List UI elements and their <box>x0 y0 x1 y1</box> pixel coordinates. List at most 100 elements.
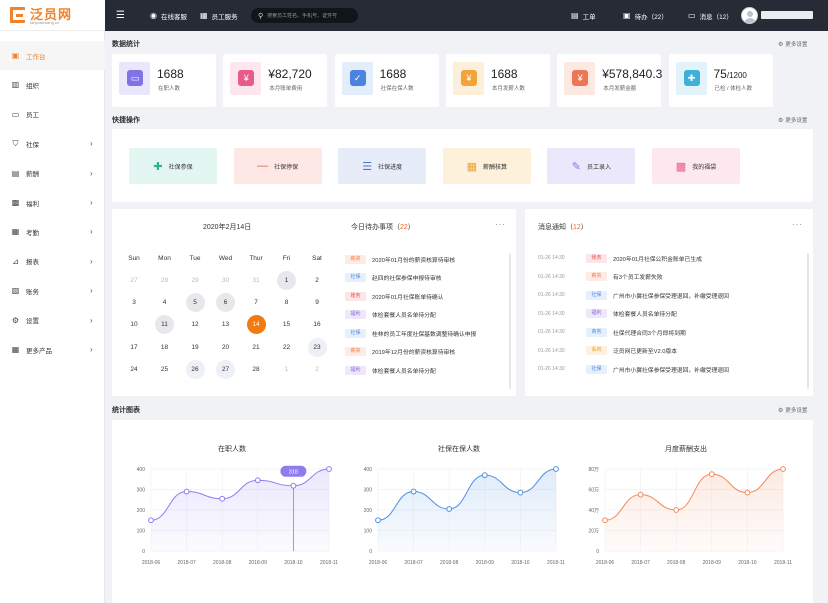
todo-item[interactable]: 福利 体检套餐人员名单待分配 <box>345 364 436 376</box>
calendar-day[interactable]: 23 <box>307 337 327 357</box>
calendar-day[interactable]: 12 <box>191 321 199 329</box>
stat-card[interactable]: ✚ 75/1200 已检 / 体检人数 <box>668 54 773 107</box>
sidebar-item-10[interactable]: ▦ 更多产品 › <box>0 335 105 364</box>
calendar-day[interactable]: 29 <box>191 276 199 284</box>
calendar-day[interactable]: 7 <box>254 298 258 306</box>
todo-item[interactable]: 社保 桂林的员工年度社保基数调整待确认申报 <box>345 327 476 339</box>
calendar-day[interactable]: 11 <box>155 315 174 335</box>
calendar-day[interactable]: 28 <box>252 366 260 374</box>
todo-item[interactable]: 社保 赵四的社保参保申报待审核 <box>345 272 442 284</box>
calendar-day[interactable]: 5 <box>185 292 205 312</box>
sidebar-item-0[interactable]: ▣ 工作台 <box>0 41 105 70</box>
message-tag: 商务 <box>586 327 607 337</box>
message-item[interactable]: 01-26 14:30 社保 广州市小翼社保参保受理退回，补缴受理退回 <box>538 363 729 375</box>
quick-action-button[interactable]: ✎ 员工录入 <box>547 148 636 184</box>
calendar-day[interactable]: 13 <box>221 321 230 329</box>
sidebar-item-3[interactable]: ⛉ 社保 › <box>0 129 105 158</box>
calendar-day[interactable]: 9 <box>315 298 319 306</box>
hamburger-icon: ☰ <box>116 10 125 21</box>
calendar-day[interactable]: 27 <box>216 360 235 380</box>
message-item[interactable]: 01-26 14:30 商务 社保代理合同3个月即将到期 <box>538 326 686 338</box>
sidebar-item-6[interactable]: ▦ 考勤 › <box>0 217 105 246</box>
tickets-button[interactable]: ▤ 工单 <box>571 0 596 31</box>
sidebar-item-1[interactable]: ▥ 组织 <box>0 70 105 99</box>
stat-card[interactable]: ¥1688 本月发薪人数 <box>445 54 550 107</box>
sidebar-item-8[interactable]: ▧ 账务 › <box>0 276 105 305</box>
employee-service-button[interactable]: ▦ 员工服务 <box>200 0 238 31</box>
calendar-day[interactable]: 20 <box>221 343 230 351</box>
sidebar-item-4[interactable]: ▤ 薪酬 › <box>0 159 105 188</box>
stat-card[interactable]: ✓ 1688 社保在保人数 <box>334 54 439 107</box>
todo-item[interactable]: 薪资 2020年01月份的薪资核算待审核 <box>345 253 455 265</box>
quick-action-button[interactable]: — 社保停保 <box>233 148 322 184</box>
user-name-placeholder[interactable] <box>761 11 813 19</box>
logo[interactable]: 泛员网 fanyuanwang.cn <box>0 0 105 31</box>
stat-card[interactable]: ¥ ¥82,720 本月账单费用 <box>223 54 328 107</box>
sidebar-item-9[interactable]: ⚙ 设置 › <box>0 306 105 335</box>
message-item[interactable]: 01-26 14:30 社保 广州市小翼社保参保受理退回，补缴受理退回 <box>538 289 729 301</box>
todo-scrollbar[interactable] <box>509 253 511 389</box>
online-service-button[interactable]: ◉ 在线客服 <box>150 0 187 31</box>
calendar-day[interactable]: 2 <box>315 366 319 374</box>
calendar-day[interactable]: 10 <box>130 321 138 329</box>
calendar-day[interactable]: 1 <box>277 270 296 290</box>
message-time: 01-26 14:30 <box>538 292 565 298</box>
quick-action-button[interactable]: ▩ 我的福袋 <box>652 148 740 184</box>
calendar-day[interactable]: 19 <box>191 343 199 351</box>
y-tick-label: 200 <box>364 508 373 514</box>
calendar-day[interactable]: 21 <box>252 343 260 351</box>
quick-action-button[interactable]: ☰ 社保进度 <box>338 148 427 184</box>
stat-card[interactable]: ¥ ¥578,840.3 本月发薪金额 <box>557 54 662 107</box>
todo-item[interactable]: 账务 2020年01月社保账单待确认 <box>345 290 444 302</box>
calendar-day[interactable]: 2 <box>315 276 319 284</box>
stat-card[interactable]: ▭ 1688 在职人数 <box>112 54 216 107</box>
calendar-day[interactable]: 31 <box>252 276 260 284</box>
calendar-day[interactable]: 27 <box>130 276 138 284</box>
search-icon: ⚲ <box>258 12 264 20</box>
calendar-day[interactable]: 15 <box>282 321 291 329</box>
calendar-day[interactable]: 26 <box>185 360 205 380</box>
avatar[interactable] <box>741 7 758 24</box>
calendar-day[interactable]: 3 <box>132 298 136 306</box>
message-item[interactable]: 01-26 14:30 福利 体检套餐人员名单待分配 <box>538 308 677 320</box>
brand-domain: fanyuanwang.cn <box>30 20 60 25</box>
todo-tag: 社保 <box>345 273 366 282</box>
menu-toggle-button[interactable]: ☰ <box>116 0 129 31</box>
quick-action-button[interactable]: ✚ 社保参保 <box>129 148 217 184</box>
calendar-day[interactable]: 17 <box>130 343 138 351</box>
stats-settings-button[interactable]: ⚙ 更多设置 <box>778 40 807 49</box>
quick-action-button[interactable]: ▦ 薪酬核算 <box>442 148 531 184</box>
calendar-day[interactable]: 14 <box>246 315 266 335</box>
calendar-day[interactable]: 16 <box>313 321 321 329</box>
message-item[interactable]: 01-26 14:30 系统 泛员网已更新至V2.0版本 <box>538 345 677 357</box>
calendar-day[interactable]: 6 <box>216 292 235 312</box>
todo-button[interactable]: ▣ 待办（22） <box>623 0 668 31</box>
messages-more-icon[interactable]: ··· <box>792 220 803 229</box>
calendar-day[interactable]: 4 <box>162 298 167 306</box>
sidebar-item-2[interactable]: ▭ 员工 <box>0 100 105 129</box>
messages-button[interactable]: ▭ 消息（12） <box>688 0 733 31</box>
calendar-day[interactable]: 30 <box>221 276 230 284</box>
todo-text: 2019年12月份的薪资核算待审核 <box>372 350 456 356</box>
calendar-day[interactable]: 1 <box>284 366 289 374</box>
calendar-day[interactable]: 8 <box>284 298 289 306</box>
calendar-title: 2020年2月14日 <box>203 224 252 231</box>
x-tick-label: 2018-09 <box>703 560 722 566</box>
calendar-day[interactable]: 22 <box>282 343 291 351</box>
message-item[interactable]: 01-26 14:30 薪资 有3个员工发薪失败 <box>538 271 663 283</box>
search-input[interactable] <box>267 12 358 19</box>
sidebar-item-7[interactable]: ⊿ 报表 › <box>0 247 105 276</box>
todo-more-icon[interactable]: ··· <box>495 220 506 229</box>
calendar-day[interactable]: 28 <box>160 276 169 284</box>
messages-scrollbar[interactable] <box>807 253 809 389</box>
charts-settings-button[interactable]: ⚙ 更多设置 <box>778 406 807 415</box>
message-item[interactable]: 01-26 14:30 账务 2020年01月社保公积金账单已生成 <box>538 252 702 264</box>
search-box[interactable]: ⚲ <box>251 8 358 23</box>
todo-item[interactable]: 薪资 2019年12月份的薪资核算待审核 <box>345 346 455 358</box>
calendar-day[interactable]: 24 <box>130 366 138 374</box>
sidebar-item-5[interactable]: ▩ 福利 › <box>0 188 105 217</box>
calendar-day[interactable]: 25 <box>160 366 169 374</box>
quick-settings-button[interactable]: ⚙ 更多设置 <box>778 116 807 125</box>
calendar-day[interactable]: 18 <box>160 343 169 351</box>
todo-item[interactable]: 福利 体检套餐人员名单待分配 <box>345 309 436 321</box>
